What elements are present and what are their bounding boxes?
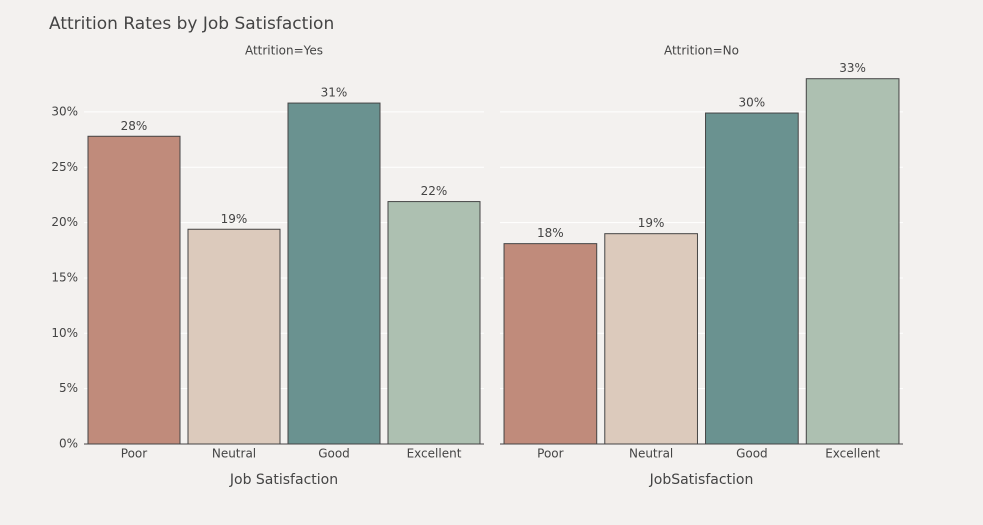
bar — [87, 135, 181, 445]
y-tick-label: 0% — [59, 437, 78, 451]
x-axis-title: Job Satisfaction — [229, 472, 338, 488]
x-tick-label: Poor — [121, 447, 147, 461]
bar — [387, 201, 481, 445]
x-tick-label: Neutral — [629, 447, 673, 461]
value-label: 28% — [121, 119, 148, 133]
value-label: 31% — [321, 86, 348, 100]
y-tick-label: 15% — [51, 270, 78, 284]
y-tick-label: 30% — [51, 104, 78, 118]
bar — [503, 243, 598, 445]
y-tick-label: 5% — [59, 381, 78, 395]
x-tick-label: Excellent — [407, 447, 462, 461]
x-tick-label: Good — [736, 447, 768, 461]
x-tick-label: Poor — [537, 447, 563, 461]
bar — [604, 233, 698, 445]
value-label: 18% — [537, 226, 564, 240]
chart-title: Attrition Rates by Job Satisfaction — [49, 14, 334, 34]
y-tick-label: 20% — [51, 215, 78, 229]
x-tick-label: Neutral — [212, 447, 256, 461]
bar — [187, 228, 281, 445]
value-label: 33% — [839, 61, 866, 75]
value-label: 19% — [221, 212, 248, 226]
x-tick-label: Good — [318, 447, 350, 461]
y-tick-label: 10% — [51, 326, 78, 340]
subplot-title: Attrition=Yes — [245, 44, 323, 58]
x-axis-title: JobSatisfaction — [649, 472, 754, 488]
value-label: 22% — [421, 184, 448, 198]
value-label: 30% — [739, 96, 766, 110]
x-tick-label: Excellent — [825, 447, 880, 461]
y-tick-label: 25% — [51, 160, 78, 174]
bar — [805, 78, 900, 445]
value-label: 19% — [638, 216, 665, 230]
bar — [705, 112, 799, 445]
bar — [287, 102, 381, 445]
subplot-title: Attrition=No — [664, 44, 739, 58]
